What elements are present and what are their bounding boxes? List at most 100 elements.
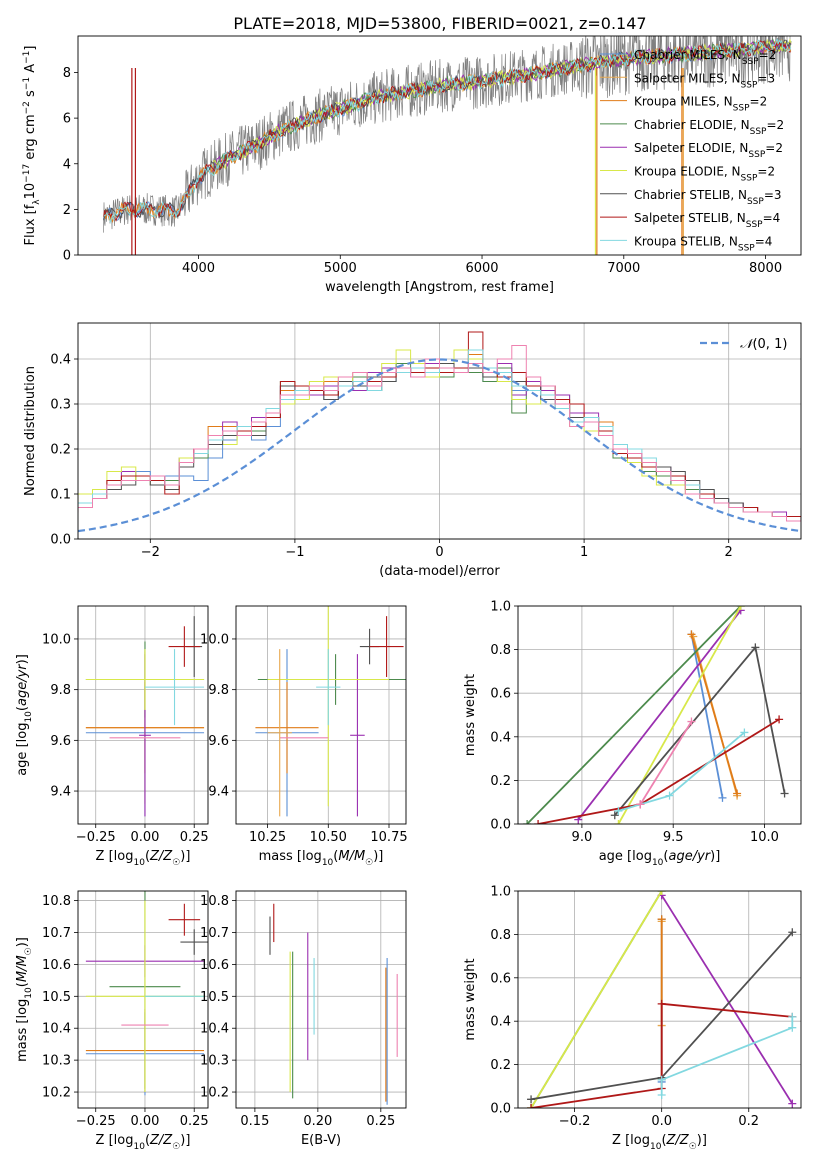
x-tick-label: 0.15 xyxy=(240,1114,269,1129)
y-tick-label: 9.6 xyxy=(50,734,71,749)
x-tick-label: 2 xyxy=(725,545,733,560)
label-part: Z [log xyxy=(612,1133,650,1148)
figure-title: PLATE=2018, MJD=53800, FIBERID=0021, z=0… xyxy=(233,14,646,33)
series-marker xyxy=(657,1090,666,1099)
label-part: SSP xyxy=(738,243,755,253)
label-part: Chabrier ELODIE, N xyxy=(634,118,750,132)
x-axis-label: Z [log10(Z/Z☉)] xyxy=(612,1133,707,1152)
histogram-chabrier-elodie xyxy=(78,358,801,522)
series-marker xyxy=(733,789,742,798)
label-part: Kroupa ELODIE, N xyxy=(634,165,741,179)
plot-area xyxy=(527,891,797,1108)
series-marker xyxy=(657,1075,666,1084)
series-marker xyxy=(523,820,532,824)
label-part: )] xyxy=(180,849,190,864)
label-part: =4 xyxy=(755,234,773,248)
label-part: ☉ xyxy=(689,1142,697,1152)
legend-label: Kroupa MILES, NSSP=2 xyxy=(634,95,767,114)
label-part: wavelength [Angstrom, rest frame] xyxy=(325,280,554,295)
y-tick-label: 10.6 xyxy=(200,958,229,973)
normal-curve xyxy=(78,358,799,533)
x-tick-label: 10.25 xyxy=(249,830,286,845)
y-tick-label: 10.5 xyxy=(42,990,71,1005)
axes-frame xyxy=(517,890,802,1109)
series-marker xyxy=(780,789,789,798)
label-part: )] xyxy=(15,654,30,664)
y-tick-label: 10.8 xyxy=(42,894,71,909)
x-axis-label: E(B-V) xyxy=(301,1133,341,1148)
series-marker xyxy=(751,643,760,652)
y-axis-label: Flux [fλ10−17 erg cm−2 s−1 A−1] xyxy=(22,46,42,246)
label-part: 10 xyxy=(133,858,145,868)
label-part: −1 xyxy=(22,51,32,64)
x-tick-label: 0.20 xyxy=(303,1114,332,1129)
axes-frame xyxy=(235,605,407,825)
label-part: SSP xyxy=(733,104,750,114)
x-tick-label: −0.25 xyxy=(76,1114,116,1129)
x-tick-label: 10.50 xyxy=(310,830,347,845)
axes-frame xyxy=(517,605,802,825)
label-part: λ xyxy=(32,199,42,205)
x-tick-label: 8000 xyxy=(749,261,782,276)
y-tick-label: 0.4 xyxy=(490,730,511,745)
label-part: ☉ xyxy=(172,858,180,868)
legend-label: Salpeter MILES, NSSP=3 xyxy=(634,71,775,90)
series-kroupa-elodie xyxy=(527,891,666,1108)
label-part: ( xyxy=(661,1133,666,1148)
label-part: (data-model)/error xyxy=(379,564,500,579)
panel-residuals: −2 −1 0 1 2 0.0 0.1 0.2 0.3 0.4 (data-model)/error… xyxy=(23,322,802,579)
label-part: SSP xyxy=(742,57,759,67)
y-axis-label: mass weight xyxy=(463,958,478,1040)
y-tick-label: 0.2 xyxy=(490,774,511,789)
y-tick-label: 1.0 xyxy=(490,885,511,900)
panel-weight_vs_Z: −0.2 0.0 0.2 0.0 0.2 0.4 0.6 0.8 1.0 Z [log10(Z/Z… xyxy=(463,885,802,1152)
x-tick-label: 0.00 xyxy=(130,1114,159,1129)
x-tick-label: 0.2 xyxy=(738,1114,759,1129)
panel-spectrum: 4000 5000 6000 7000 8000 0 2 4 6 8 wavelength [Ang… xyxy=(22,35,802,295)
y-tick-label: 10.0 xyxy=(42,632,71,647)
series-kroupa-miles xyxy=(687,630,742,798)
label-part: )] xyxy=(697,1133,707,1148)
label-part: )] xyxy=(710,849,720,864)
y-tick-label: 0.8 xyxy=(490,643,511,658)
label-part: age [log xyxy=(15,723,30,776)
label-part: 10 xyxy=(24,711,34,723)
x-axis-label: age [log10(age/yr)] xyxy=(599,849,721,868)
series-extra xyxy=(636,717,696,809)
series-marker xyxy=(788,1012,797,1021)
y-tick-label: 10.3 xyxy=(42,1054,71,1069)
plot-area xyxy=(85,891,208,1096)
label-part: mass weight xyxy=(463,674,478,756)
y-axis-label: Normed distribution xyxy=(23,366,38,496)
label-part: ( xyxy=(15,982,30,987)
label-part: E(B-V) xyxy=(301,1133,341,1148)
axes-frame xyxy=(77,322,802,540)
label-part: SSP xyxy=(746,220,763,230)
y-axis-label: age [log10(age/yr)] xyxy=(15,654,34,776)
label-part: 10 xyxy=(133,1142,145,1152)
model-kroupa-stelib xyxy=(103,38,792,224)
y-tick-label: 4 xyxy=(63,157,71,172)
x-tick-label: 0 xyxy=(435,545,443,560)
x-axis-label: Z [log10(Z/Z☉)] xyxy=(96,1133,191,1152)
series-line xyxy=(690,634,738,794)
label-part: =2 xyxy=(765,141,783,155)
series-kroupa-stelib xyxy=(657,1012,797,1099)
x-tick-label: −0.2 xyxy=(559,1114,591,1129)
series-marker xyxy=(534,820,543,824)
label-part: SSP xyxy=(750,127,767,137)
label-part: =2 xyxy=(750,95,768,109)
label-part: age [log xyxy=(599,849,652,864)
label-part: ( xyxy=(145,849,150,864)
label-part: mass [log xyxy=(259,849,322,864)
errorbar-salpeter-elodie xyxy=(350,654,365,817)
label-part: =3 xyxy=(764,188,782,202)
series-kroupa-stelib xyxy=(614,728,749,815)
label-part: ☉ xyxy=(172,1142,180,1152)
label-part: ( xyxy=(663,849,668,864)
label-part: erg cm xyxy=(23,114,38,163)
y-tick-label: 9.4 xyxy=(208,785,229,800)
errorbar-salpeter-stelib xyxy=(168,626,201,667)
label-part: A xyxy=(23,64,38,77)
